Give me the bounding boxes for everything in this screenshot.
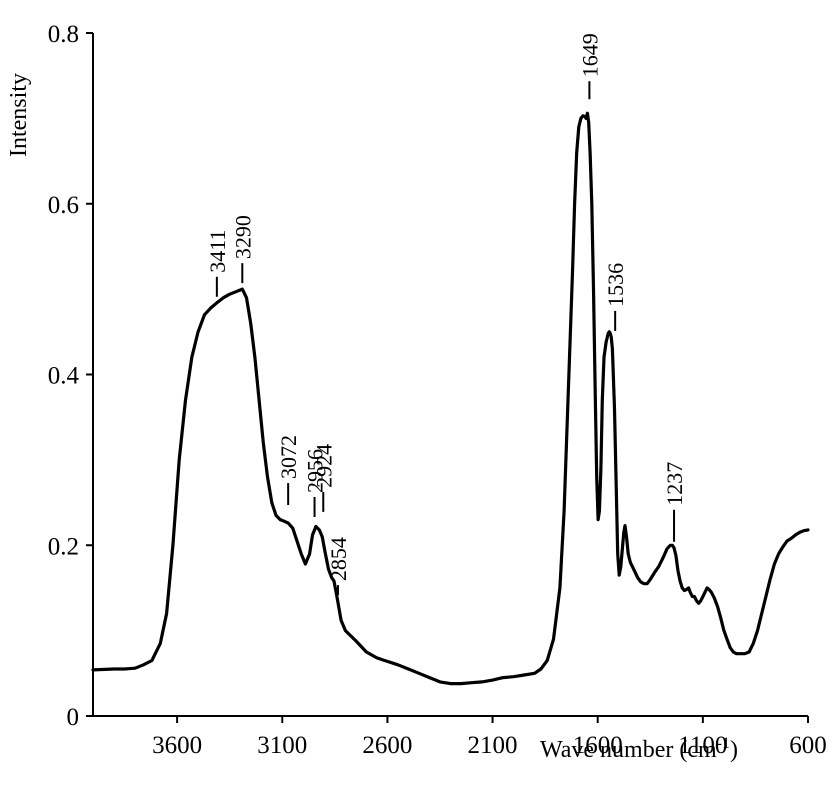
peak-label: 3072 [276, 435, 301, 479]
x-axis-title-superscript: -1 [717, 735, 730, 752]
x-axis-title-close: ) [730, 737, 738, 763]
peak-label: 2956 [303, 449, 328, 493]
x-axis-title-main: Wave number (cm [540, 737, 717, 763]
y-tick-label: 0.4 [48, 363, 80, 390]
x-ticks: 3600 3100 2600 2100 1600 1100 600 [152, 716, 827, 759]
x-tick-label: 1600 [573, 732, 623, 759]
peak-label: 1237 [662, 462, 687, 506]
x-tick-label: 3100 [257, 732, 307, 759]
spectrum-line [91, 111, 810, 686]
peak-label: 1649 [577, 33, 602, 77]
x-tick-label: 2100 [468, 732, 518, 759]
y-tick-label: 0.6 [48, 192, 79, 219]
peak-label: 3290 [230, 215, 255, 259]
x-tick-label: 3600 [152, 732, 202, 759]
peak-label: 3411 [205, 230, 230, 273]
peak-label: 2924 [311, 444, 336, 488]
x-tick-label: 2600 [362, 732, 412, 759]
axes [92, 33, 808, 717]
y-axis-title: Intensity [6, 73, 32, 157]
x-tick-label: 1100 [678, 732, 727, 759]
series-layer [91, 111, 810, 686]
y-tick-label: 0.8 [48, 21, 79, 48]
peak-label: 2854 [326, 537, 351, 581]
peak-label: 1536 [603, 263, 628, 307]
x-axis-title: Wave number (cm-1) [540, 735, 738, 763]
y-tick-label: 0 [67, 704, 80, 731]
y-tick-label: 0.2 [48, 533, 79, 560]
x-tick-label: 600 [789, 732, 827, 759]
y-ticks: 0 0.2 0.4 0.6 0.8 [48, 21, 93, 731]
